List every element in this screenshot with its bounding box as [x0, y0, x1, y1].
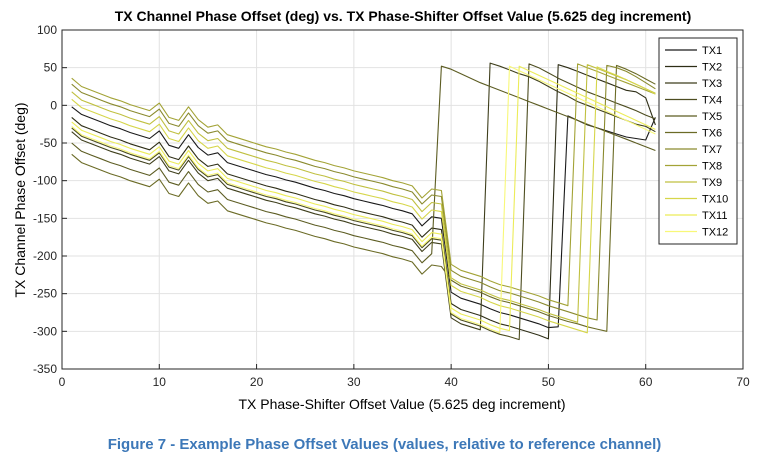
series-line-tx10	[71, 66, 656, 334]
legend-label: TX4	[702, 95, 722, 107]
y-tick-label: -250	[33, 287, 57, 301]
x-tick-label: 50	[542, 375, 556, 389]
phase-offset-chart: TX Channel Phase Offset (deg) vs. TX Pha…	[0, 0, 769, 432]
legend-label: TX3	[702, 78, 722, 90]
y-tick-label: -300	[33, 324, 57, 338]
y-tick-label: 50	[44, 61, 58, 75]
series-line-tx12	[71, 65, 656, 334]
x-tick-label: 70	[736, 375, 750, 389]
x-tick-label: 20	[250, 375, 264, 389]
y-axis-label: TX Channel Phase Offset (deg)	[12, 102, 28, 297]
legend: TX1 TX2 TX3 TX4 TX5 TX6 TX7 TX8 TX9 TX10 TX11 TX12	[658, 37, 738, 245]
plot-frame	[61, 29, 744, 370]
axis-ticks: 0 10 20 30 40 50 60 70 -350 -300 -250 -200 -150 -100 -…	[33, 23, 750, 389]
series-line-tx3	[71, 62, 656, 331]
series-line-tx1	[71, 106, 656, 329]
figure-caption: Figure 7 - Example Phase Offset Values (…	[107, 436, 662, 453]
series-line-tx5	[71, 65, 656, 264]
legend-label: TX7	[702, 144, 722, 156]
x-tick-label: 30	[347, 375, 361, 389]
series-line-tx11	[71, 65, 656, 332]
y-tick-label: 100	[37, 23, 57, 37]
y-tick-label: -200	[33, 249, 57, 263]
legend-label: TX11	[702, 210, 727, 222]
x-tick-label: 60	[639, 375, 653, 389]
legend-label: TX6	[702, 128, 722, 140]
legend-label: TX5	[702, 111, 722, 123]
legend-label: TX10	[702, 194, 728, 206]
series-line-tx6	[71, 64, 656, 332]
legend-label: TX1	[702, 45, 722, 57]
y-tick-label: -50	[40, 136, 58, 150]
y-tick-label: 0	[50, 98, 57, 112]
legend-label: TX2	[702, 62, 722, 74]
series-line-tx9	[71, 64, 656, 323]
series-line-tx2	[71, 64, 656, 340]
chart-title: TX Channel Phase Offset (deg) vs. TX Pha…	[115, 8, 692, 24]
y-tick-label: -100	[33, 174, 57, 188]
series-line-tx8	[71, 63, 656, 307]
y-tick-label: -350	[33, 362, 57, 376]
chart-background	[0, 0, 769, 432]
legend-box	[658, 37, 738, 245]
series-line-tx4	[71, 63, 656, 341]
legend-label: TX8	[702, 161, 722, 173]
series-line-tx7	[71, 64, 656, 321]
x-tick-label: 10	[153, 375, 167, 389]
x-tick-label: 0	[59, 375, 66, 389]
y-tick-label: -150	[33, 211, 57, 225]
legend-label: TX9	[702, 177, 722, 189]
x-axis-label: TX Phase-Shifter Offset Value (5.625 deg…	[238, 396, 565, 412]
series-lines	[71, 62, 656, 341]
x-tick-label: 40	[444, 375, 458, 389]
legend-label: TX12	[702, 227, 728, 239]
